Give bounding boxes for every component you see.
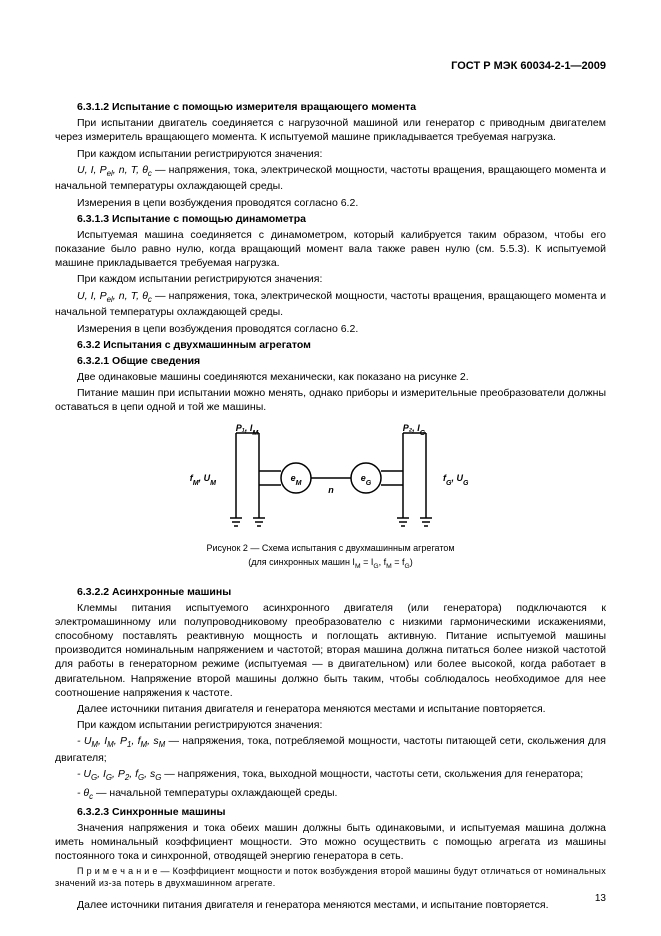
para-text: При каждом испытании регистрируются знач…: [55, 147, 606, 161]
svg-text:eM: eM: [290, 473, 301, 487]
para-text: Измерения в цепи возбуждения проводятся …: [55, 196, 606, 210]
heading-6323: 6.3.2.3 Синхронные машины: [55, 805, 606, 819]
para-text: Питание машин при испытании можно менять…: [55, 386, 606, 414]
svg-text:n: n: [328, 485, 334, 495]
para-text: U, I, Pel, n, T, θc — напряжения, тока, …: [55, 163, 606, 194]
para-text: Измерения в цепи возбуждения проводятся …: [55, 322, 606, 336]
figure-caption-1: Рисунок 2 — Схема испытания с двухмашинн…: [55, 542, 606, 554]
para-text: Далее источники питания двигателя и гене…: [55, 898, 606, 912]
para-text: При каждом испытании регистрируются знач…: [55, 718, 606, 732]
figure-caption-2: (для синхронных машин IM = IG, fM = fG): [55, 556, 606, 571]
heading-6312: 6.3.1.2 Испытание с помощью измерителя в…: [55, 100, 606, 114]
svg-text:fG, UG: fG, UG: [443, 473, 469, 487]
para-text: Две одинаковые машины соединяются механи…: [55, 370, 606, 384]
svg-text:fM, UM: fM, UM: [189, 473, 215, 487]
heading-6313: 6.3.1.3 Испытание с помощью динамометра: [55, 212, 606, 226]
note-text: П р и м е ч а н и е — Коэффициент мощнос…: [55, 865, 606, 889]
figure-2-diagram: P₁, IM P₂, IG fM, UM fG, UG eM eG n: [181, 423, 481, 538]
var-list: U, I, Pel, n, T, θc: [77, 164, 152, 176]
para-text: Значения напряжения и тока обеих машин д…: [55, 821, 606, 864]
list-item: - UM, IM, P1, fM, sM — напряжения, тока,…: [55, 734, 606, 765]
document-header: ГОСТ Р МЭК 60034-2-1—2009: [55, 60, 606, 72]
list-text: — напряжения, тока, выходной мощности, ч…: [161, 768, 583, 780]
svg-text:P₁, IM: P₁, IM: [235, 423, 258, 437]
para-text: Испытуемая машина соединяется с динамоме…: [55, 228, 606, 271]
var-list: U, I, Pel, n, T, θc: [77, 290, 152, 302]
heading-632: 6.3.2 Испытания с двухмашинным агрегатом: [55, 338, 606, 352]
page-number: 13: [595, 893, 606, 904]
list-item: - θc — начальной температуры охлаждающей…: [55, 786, 606, 803]
para-text: Клеммы питания испытуемого асинхронного …: [55, 601, 606, 700]
list-item: - UG, IG, P2, fG, sG — напряжения, тока,…: [55, 767, 606, 784]
para-text: При испытании двигатель соединяется с на…: [55, 116, 606, 144]
para-text: Далее источники питания двигателя и гене…: [55, 702, 606, 716]
para-text: U, I, Pel, n, T, θc — напряжения, тока, …: [55, 289, 606, 320]
heading-6322: 6.3.2.2 Асинхронные машины: [55, 585, 606, 599]
page: ГОСТ Р МЭК 60034-2-1—2009 6.3.1.2 Испыта…: [0, 0, 661, 936]
heading-6321: 6.3.2.1 Общие сведения: [55, 354, 606, 368]
svg-text:eG: eG: [360, 473, 371, 487]
svg-text:P₂, IG: P₂, IG: [402, 423, 425, 437]
para-text: При каждом испытании регистрируются знач…: [55, 272, 606, 286]
